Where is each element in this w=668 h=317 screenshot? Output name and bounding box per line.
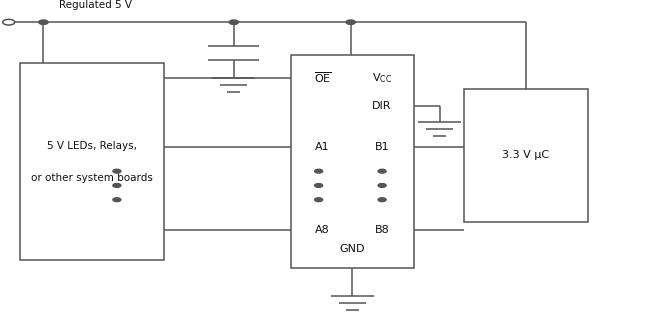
Bar — [20, 63, 164, 260]
Text: DIR: DIR — [372, 101, 392, 111]
Text: Regulated 5 V: Regulated 5 V — [59, 0, 132, 10]
Text: B8: B8 — [375, 225, 389, 235]
Circle shape — [229, 20, 238, 24]
Circle shape — [378, 184, 386, 187]
Text: 3.3 V μC: 3.3 V μC — [502, 150, 550, 160]
Text: B1: B1 — [375, 142, 389, 152]
Bar — [291, 55, 414, 268]
Circle shape — [113, 198, 121, 202]
Circle shape — [113, 169, 121, 173]
Circle shape — [378, 169, 386, 173]
Circle shape — [315, 184, 323, 187]
Circle shape — [315, 169, 323, 173]
Text: A8: A8 — [315, 225, 330, 235]
Text: A1: A1 — [315, 142, 330, 152]
Text: GND: GND — [339, 244, 365, 254]
Circle shape — [378, 198, 386, 202]
Circle shape — [346, 20, 355, 24]
Text: $\overline{\mathrm{OE}}$: $\overline{\mathrm{OE}}$ — [314, 70, 331, 85]
Circle shape — [315, 198, 323, 202]
Text: 5 V LEDs, Relays,: 5 V LEDs, Relays, — [47, 141, 137, 151]
Circle shape — [113, 184, 121, 187]
Circle shape — [39, 20, 48, 24]
Text: $\mathrm{V_{CC}}$: $\mathrm{V_{CC}}$ — [372, 71, 392, 85]
Text: or other system boards: or other system boards — [31, 172, 153, 183]
Bar — [464, 89, 588, 222]
